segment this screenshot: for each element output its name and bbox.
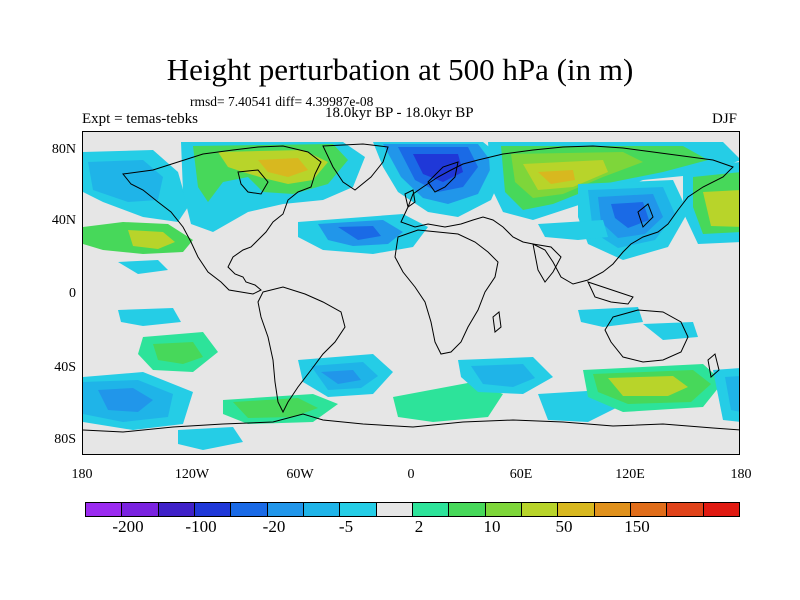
contour-region: [233, 398, 318, 418]
contour-map: [83, 142, 739, 450]
colorbar-swatch: [194, 503, 232, 516]
colorbar-swatch: [122, 503, 159, 516]
colorbar-swatch: [376, 503, 413, 516]
contour-region: [703, 190, 739, 227]
colorbar-label: -5: [338, 517, 354, 536]
colorbar-swatch: [412, 503, 450, 516]
lon-tick-120w: 120W: [174, 467, 210, 482]
scandinavia-coast: [427, 161, 459, 193]
contour-region: [128, 230, 175, 249]
contour-region: [98, 388, 153, 412]
colorbar-label: -20: [262, 517, 286, 536]
colorbar-swatch: [86, 503, 123, 516]
colorbar-swatch: [303, 503, 341, 516]
contour-region: [608, 376, 688, 396]
contour-region: [725, 376, 739, 412]
japan-coast: [637, 203, 654, 228]
map-panel: [82, 131, 740, 455]
experiment-label: Expt = temas-tebks: [82, 111, 198, 127]
british-isles-coast: [404, 189, 416, 208]
colorbar-label: -200: [112, 517, 144, 536]
colorbar-swatch: [630, 503, 668, 516]
contour-region: [178, 427, 243, 450]
contour-region: [338, 226, 381, 240]
contour-region: [538, 220, 608, 240]
colorbar-label: 2: [414, 517, 424, 536]
contour-region: [118, 260, 168, 274]
colorbar-swatch: [594, 503, 631, 516]
colorbar-swatch: [267, 503, 304, 516]
north-america-coast: [122, 145, 322, 295]
colorbar: [85, 502, 740, 517]
india-coast: [532, 243, 562, 283]
lat-tick-40s: 40S: [54, 360, 76, 375]
hudson-bay-coast: [237, 169, 269, 195]
plot-title: Height perturbation at 500 hPa (in m): [166, 52, 634, 87]
eurasia-coast: [400, 145, 734, 285]
contour-region: [153, 342, 203, 364]
contour-region: [321, 370, 361, 384]
south-america-coast: [257, 286, 346, 414]
contour-region: [413, 154, 463, 182]
season-label: DJF: [712, 111, 738, 127]
period-label: 18.0kyr BP - 18.0kyr BP: [325, 105, 474, 121]
lon-tick-0: 0: [407, 467, 415, 482]
colorbar-swatch: [449, 503, 486, 516]
colorbar-swatch: [485, 503, 522, 516]
colorbar-swatch: [558, 503, 595, 516]
madagascar-coast: [492, 311, 502, 333]
contour-region: [643, 322, 698, 340]
australia-coast: [604, 309, 689, 363]
colorbar-swatch: [667, 503, 704, 516]
greenland-coast: [322, 143, 389, 191]
colorbar-swatch: [158, 503, 195, 516]
colorbar-swatch: [521, 503, 559, 516]
new-zealand-coast: [707, 353, 720, 378]
contour-region: [538, 170, 575, 184]
lon-tick-60e: 60E: [509, 467, 533, 482]
colorbar-label: 50: [555, 517, 573, 536]
colorbar-swatch: [340, 503, 377, 516]
colorbar-label: 10: [483, 517, 501, 536]
colorbar-swatch: [231, 503, 268, 516]
rmsd-stats: rmsd= 7.40541 diff= 4.39987e-08: [190, 94, 374, 109]
lon-tick-180w: 180: [71, 467, 93, 482]
lon-tick-180e: 180: [730, 467, 752, 482]
contour-region: [393, 382, 503, 422]
lat-tick-80n: 80N: [51, 142, 76, 157]
lat-tick-equator: 0: [69, 286, 76, 301]
lon-tick-120e: 120E: [615, 467, 645, 482]
lat-tick-80s: 80S: [54, 432, 76, 447]
lon-tick-60w: 60W: [286, 467, 314, 482]
contour-fields: [83, 142, 739, 450]
lat-tick-40n: 40N: [51, 213, 76, 228]
colorbar-label: -100: [185, 517, 217, 536]
africa-coast: [394, 229, 499, 355]
coastlines: [83, 143, 739, 433]
contour-region: [118, 308, 181, 326]
contour-region: [258, 158, 308, 177]
contour-region: [611, 202, 649, 228]
antarctica-coast: [83, 413, 739, 433]
maritime-asia-coast: [587, 281, 634, 305]
contour-region: [578, 307, 643, 327]
colorbar-swatch: [703, 503, 739, 516]
contour-region: [471, 364, 535, 387]
colorbar-label: 150: [624, 517, 650, 536]
